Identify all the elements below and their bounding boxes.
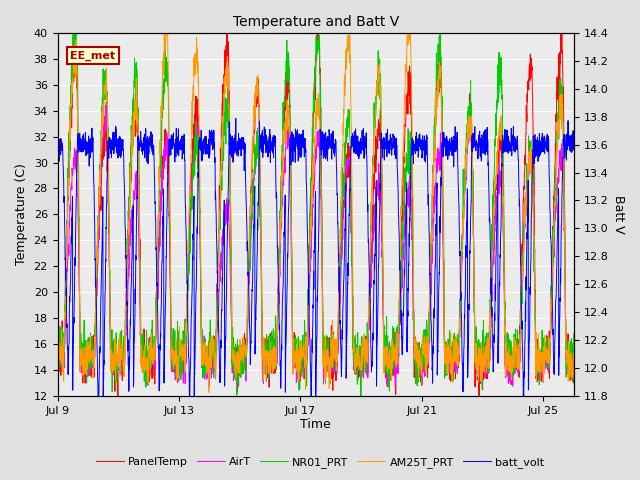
batt_volt (570, 141, 577, 147)
AirT (54, 357, 61, 363)
NR01_PRT (338, 231, 346, 237)
Line: PanelTemp: PanelTemp (58, 33, 573, 396)
PanelTemp (223, 30, 231, 36)
PanelTemp (54, 354, 61, 360)
AM25T_PRT (158, 82, 166, 87)
batt_volt (95, 393, 102, 399)
AM25T_PRT (54, 337, 61, 343)
AirT (94, 245, 102, 251)
NR01_PRT (357, 393, 365, 399)
NR01_PRT (54, 340, 61, 346)
Y-axis label: Temperature (C): Temperature (C) (15, 164, 28, 265)
AirT (570, 360, 577, 365)
AM25T_PRT (161, 30, 168, 36)
AM25T_PRT (209, 344, 217, 349)
AirT (102, 99, 110, 105)
NR01_PRT (95, 223, 102, 228)
AirT (159, 175, 166, 181)
AirT (165, 211, 173, 217)
PanelTemp (114, 393, 122, 399)
NR01_PRT (70, 30, 78, 36)
Line: AM25T_PRT: AM25T_PRT (58, 33, 573, 392)
Line: NR01_PRT: NR01_PRT (58, 33, 573, 396)
AirT (209, 353, 217, 359)
batt_volt (338, 363, 346, 369)
batt_volt (232, 116, 239, 121)
AM25T_PRT (94, 220, 102, 226)
PanelTemp (165, 214, 173, 219)
batt_volt (159, 237, 166, 242)
X-axis label: Time: Time (300, 419, 331, 432)
Title: Temperature and Batt V: Temperature and Batt V (232, 15, 399, 29)
AM25T_PRT (338, 161, 346, 167)
Text: EE_met: EE_met (70, 50, 116, 60)
AM25T_PRT (165, 126, 173, 132)
batt_volt (54, 143, 61, 148)
batt_volt (94, 393, 102, 399)
PanelTemp (338, 256, 346, 262)
AM25T_PRT (205, 389, 212, 395)
AirT (205, 384, 212, 390)
PanelTemp (159, 168, 166, 173)
NR01_PRT (570, 331, 577, 336)
AirT (461, 192, 468, 198)
Line: batt_volt: batt_volt (58, 119, 573, 396)
NR01_PRT (165, 144, 173, 149)
batt_volt (461, 315, 468, 321)
NR01_PRT (461, 166, 468, 172)
AM25T_PRT (461, 190, 468, 196)
PanelTemp (94, 239, 102, 245)
batt_volt (209, 147, 216, 153)
Line: AirT: AirT (58, 102, 573, 387)
NR01_PRT (159, 115, 166, 121)
Legend: PanelTemp, AirT, NR01_PRT, AM25T_PRT, batt_volt: PanelTemp, AirT, NR01_PRT, AM25T_PRT, ba… (92, 452, 548, 472)
Y-axis label: Batt V: Batt V (612, 195, 625, 234)
AM25T_PRT (570, 357, 577, 362)
NR01_PRT (209, 337, 216, 343)
PanelTemp (570, 348, 577, 353)
PanelTemp (209, 336, 216, 341)
PanelTemp (461, 175, 468, 181)
batt_volt (165, 136, 173, 142)
AirT (338, 249, 346, 254)
